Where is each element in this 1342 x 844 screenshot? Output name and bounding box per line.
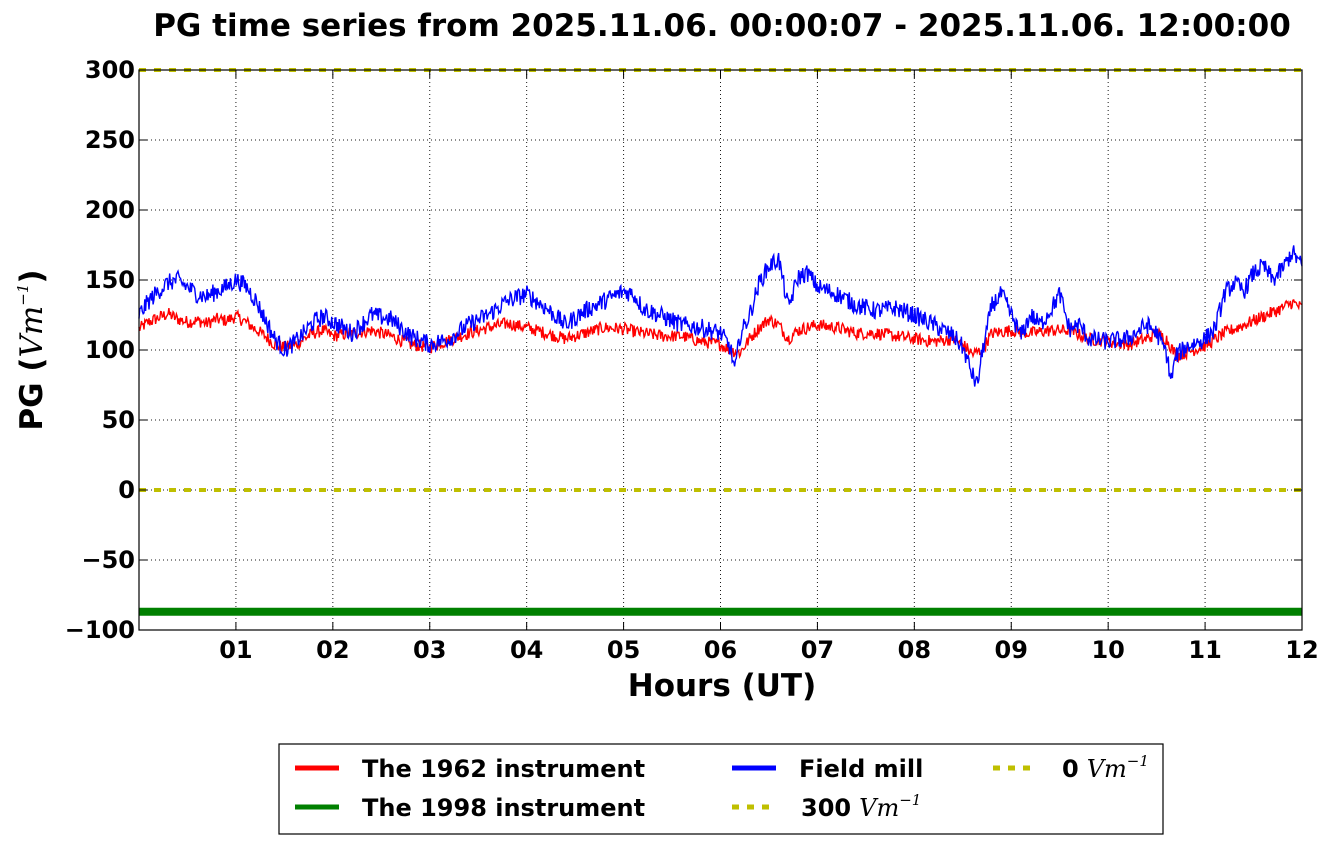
y-axis-label: PG (Vm−1)	[14, 269, 50, 430]
y-tick-label: 150	[85, 266, 135, 294]
legend-label-1962-instrument: The 1962 instrument	[362, 755, 645, 783]
legend: The 1962 instrument The 1998 instrument …	[278, 743, 1164, 835]
x-tick-label: 05	[607, 636, 640, 664]
x-tick-label: 12	[1285, 636, 1318, 664]
legend-label-0-value: 0	[1062, 755, 1079, 783]
x-tick-label: 02	[316, 636, 349, 664]
legend-label-300-unit: Vm	[859, 794, 899, 822]
legend-label-field-mill: Field mill	[799, 755, 923, 783]
y-axis-label-prefix: PG (	[14, 357, 50, 430]
legend-label-0-exp: −1	[1127, 752, 1149, 770]
x-axis-label: Hours (UT)	[628, 668, 817, 704]
y-tick-label: 200	[85, 196, 135, 224]
y-tick-label: 300	[85, 56, 135, 84]
x-tick-label: 01	[219, 636, 252, 664]
x-tick-label: 06	[704, 636, 737, 664]
x-tick-label: 08	[898, 636, 931, 664]
y-tick-label: −50	[81, 546, 135, 574]
x-tick-label: 07	[801, 636, 834, 664]
legend-box	[278, 743, 1164, 835]
legend-label-300-value: 300	[801, 794, 851, 822]
y-axis: 300 250 200 150 100 50 0 −50 −100	[65, 56, 1302, 644]
legend-label-1998-instrument: The 1998 instrument	[362, 794, 645, 822]
x-tick-label: 10	[1091, 636, 1124, 664]
y-axis-label-exp: −1	[14, 284, 32, 306]
series-layer	[138, 245, 1303, 616]
y-axis-label-suffix: )	[14, 269, 50, 283]
legend-label-300-exp: −1	[899, 791, 921, 809]
y-tick-label: −100	[65, 616, 135, 644]
y-tick-label: 50	[102, 406, 135, 434]
y-tick-label: 250	[85, 126, 135, 154]
legend-label-0-unit: Vm	[1087, 755, 1127, 783]
series-1962-instrument-line	[138, 298, 1303, 364]
y-tick-label: 100	[85, 336, 135, 364]
y-tick-label: 0	[118, 476, 135, 504]
chart-title: PG time series from 2025.11.06. 00:00:07…	[153, 8, 1291, 44]
x-axis: 01 02 03 04 05 06 07 08 09 10 11 12	[219, 70, 1319, 664]
legend-label-300: 300 Vm−1	[801, 791, 921, 822]
legend-label-0: 0 Vm−1	[1062, 752, 1149, 783]
x-tick-label: 03	[413, 636, 446, 664]
x-tick-label: 11	[1188, 636, 1221, 664]
x-tick-label: 09	[995, 636, 1028, 664]
series-field-mill-line	[138, 245, 1303, 387]
x-tick-label: 04	[510, 636, 543, 664]
y-axis-label-unit: Vm	[14, 306, 50, 358]
